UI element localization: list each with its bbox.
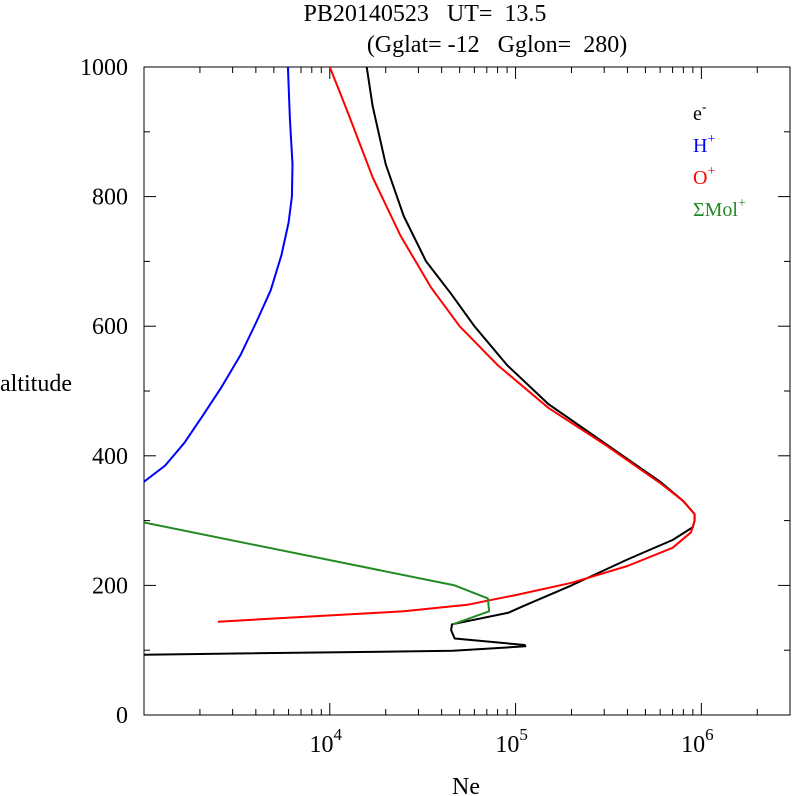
- legend-entry-0: e-: [693, 100, 707, 125]
- chart-title: PB20140523 UT= 13.5: [304, 1, 547, 27]
- series-group: [144, 67, 696, 656]
- x-tick-exp: 4: [334, 725, 343, 744]
- y-axis-label: altitude: [0, 371, 72, 397]
- legend: e-H+O+ΣMol+: [693, 100, 746, 221]
- y-tick-label: 1000: [80, 55, 128, 81]
- axis-ticks: [143, 66, 791, 716]
- x-tick-exp: 5: [519, 725, 528, 744]
- y-tick-labels: 0 200 400 600 800 1000: [80, 55, 128, 729]
- legend-entry-2: O+: [693, 164, 715, 189]
- legend-label: H: [693, 135, 707, 157]
- legend-label: O: [693, 167, 707, 189]
- y-tick-label: 0: [116, 703, 128, 729]
- x-tick-exp: 6: [705, 725, 714, 744]
- x-tick-label: 106: [681, 725, 714, 758]
- legend-entry-1: H+: [693, 132, 715, 157]
- y-tick-label: 400: [92, 444, 128, 470]
- series-line-1: [144, 67, 294, 483]
- legend-label: e: [693, 103, 702, 125]
- x-tick-labels: 104 105 106: [310, 725, 714, 758]
- legend-entry-3: ΣMol+: [693, 196, 746, 221]
- x-tick-label: 104: [310, 725, 343, 758]
- x-tick-base: 10: [495, 732, 519, 758]
- legend-sup: -: [702, 100, 707, 115]
- y-tick-label: 600: [92, 314, 128, 340]
- legend-sup: +: [707, 132, 715, 147]
- series-line-3: [144, 521, 491, 626]
- plot-frame: [143, 66, 791, 716]
- x-axis-label: Ne: [452, 774, 480, 796]
- x-tick-label: 105: [495, 725, 528, 758]
- series-line-0: [144, 67, 696, 656]
- legend-sup: +: [738, 196, 746, 211]
- y-tick-label: 200: [92, 573, 128, 599]
- x-tick-base: 10: [310, 732, 334, 758]
- series-line-2: [217, 67, 696, 623]
- x-tick-base: 10: [681, 732, 705, 758]
- legend-label: ΣMol: [693, 199, 738, 221]
- y-tick-label: 800: [92, 185, 128, 211]
- legend-sup: +: [707, 164, 715, 179]
- chart-subtitle: (Gglat= -12 Gglon= 280): [367, 32, 627, 58]
